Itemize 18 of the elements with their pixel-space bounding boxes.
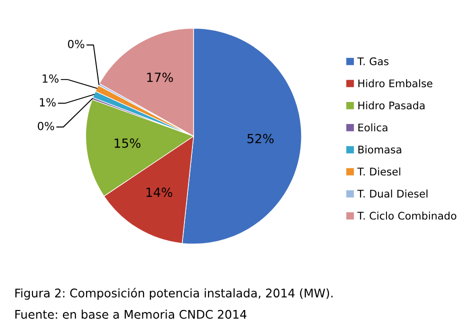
data-label: 17% bbox=[147, 72, 173, 82]
data-label: 15% bbox=[114, 138, 140, 148]
source-note: Fuente: en base a Memoria CNDC 2014 bbox=[15, 310, 246, 319]
data-label: 14% bbox=[146, 188, 172, 198]
legend-label: Eolica bbox=[358, 123, 388, 132]
data-label: 1% bbox=[42, 74, 58, 83]
legend-label: T. Dual Diesel bbox=[357, 190, 428, 198]
legend-label: T. Ciclo Combinado bbox=[357, 212, 456, 220]
data-label: 1% bbox=[40, 98, 56, 107]
data-label: 0% bbox=[68, 40, 84, 48]
data-label: 0% bbox=[38, 122, 54, 130]
data-label: 52% bbox=[247, 134, 274, 144]
legend-label: Hidro Embalse bbox=[358, 79, 432, 88]
legend-label: Biomasa bbox=[358, 145, 402, 154]
legend-label: T. Gas bbox=[357, 57, 388, 66]
legend-label: T. Diesel bbox=[357, 167, 400, 176]
legend-label: Hidro Pasada bbox=[358, 101, 424, 110]
text: Figura 2: Composición potencia instalada, 2014 (MW). bbox=[15, 288, 333, 300]
